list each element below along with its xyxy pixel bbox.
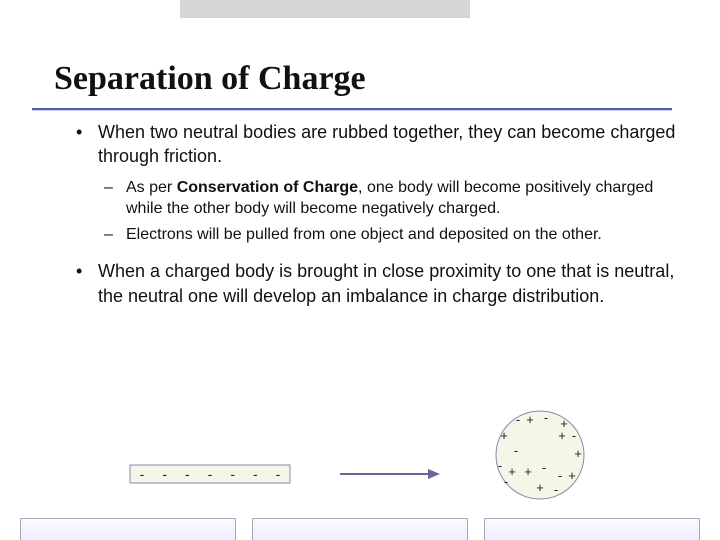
svg-text:-: -: [542, 460, 546, 475]
svg-text:-: -: [162, 466, 167, 482]
svg-text:+: +: [508, 464, 516, 479]
svg-text:+: +: [536, 480, 544, 495]
svg-text:-: -: [572, 428, 576, 443]
slide-content: When two neutral bodies are rubbed toget…: [70, 120, 680, 316]
svg-text:-: -: [185, 466, 190, 482]
svg-text:+: +: [526, 412, 534, 427]
slide-title: Separation of Charge: [54, 60, 366, 98]
svg-text:+: +: [568, 468, 576, 483]
bullet-item: When a charged body is brought in close …: [70, 259, 680, 308]
bullet-prefix: As per: [126, 179, 177, 196]
sub-bullet-item: As per Conservation of Charge, one body …: [98, 177, 680, 220]
decorative-top-bar: [180, 0, 470, 18]
svg-text:-: -: [504, 474, 508, 489]
svg-text:+: +: [558, 428, 566, 443]
svg-text:+: +: [560, 416, 568, 431]
bullet-text: When two neutral bodies are rubbed toget…: [98, 122, 675, 166]
decorative-box: [20, 518, 236, 540]
svg-text:-: -: [558, 468, 562, 483]
bullet-bold: Conservation of Charge: [177, 179, 358, 196]
svg-text:-: -: [230, 466, 235, 482]
svg-text:-: -: [554, 482, 558, 497]
sub-bullet-item: Electrons will be pulled from one object…: [98, 224, 680, 246]
svg-text:-: -: [544, 410, 548, 425]
title-underline: [32, 108, 672, 110]
svg-text:+: +: [524, 464, 532, 479]
decorative-bottom-boxes: [20, 518, 700, 540]
svg-text:-: -: [253, 466, 258, 482]
svg-text:+: +: [574, 446, 582, 461]
bullet-text: Electrons will be pulled from one object…: [126, 226, 602, 243]
svg-text:-: -: [516, 412, 520, 427]
decorative-box: [252, 518, 468, 540]
svg-text:-: -: [514, 443, 518, 458]
bullet-text: When a charged body is brought in close …: [98, 261, 674, 305]
svg-text:-: -: [208, 466, 213, 482]
svg-text:-: -: [498, 458, 502, 473]
decorative-box: [484, 518, 700, 540]
svg-text:-: -: [140, 466, 145, 482]
svg-text:-: -: [276, 466, 281, 482]
svg-text:+: +: [500, 428, 508, 443]
bullet-item: When two neutral bodies are rubbed toget…: [70, 120, 680, 169]
